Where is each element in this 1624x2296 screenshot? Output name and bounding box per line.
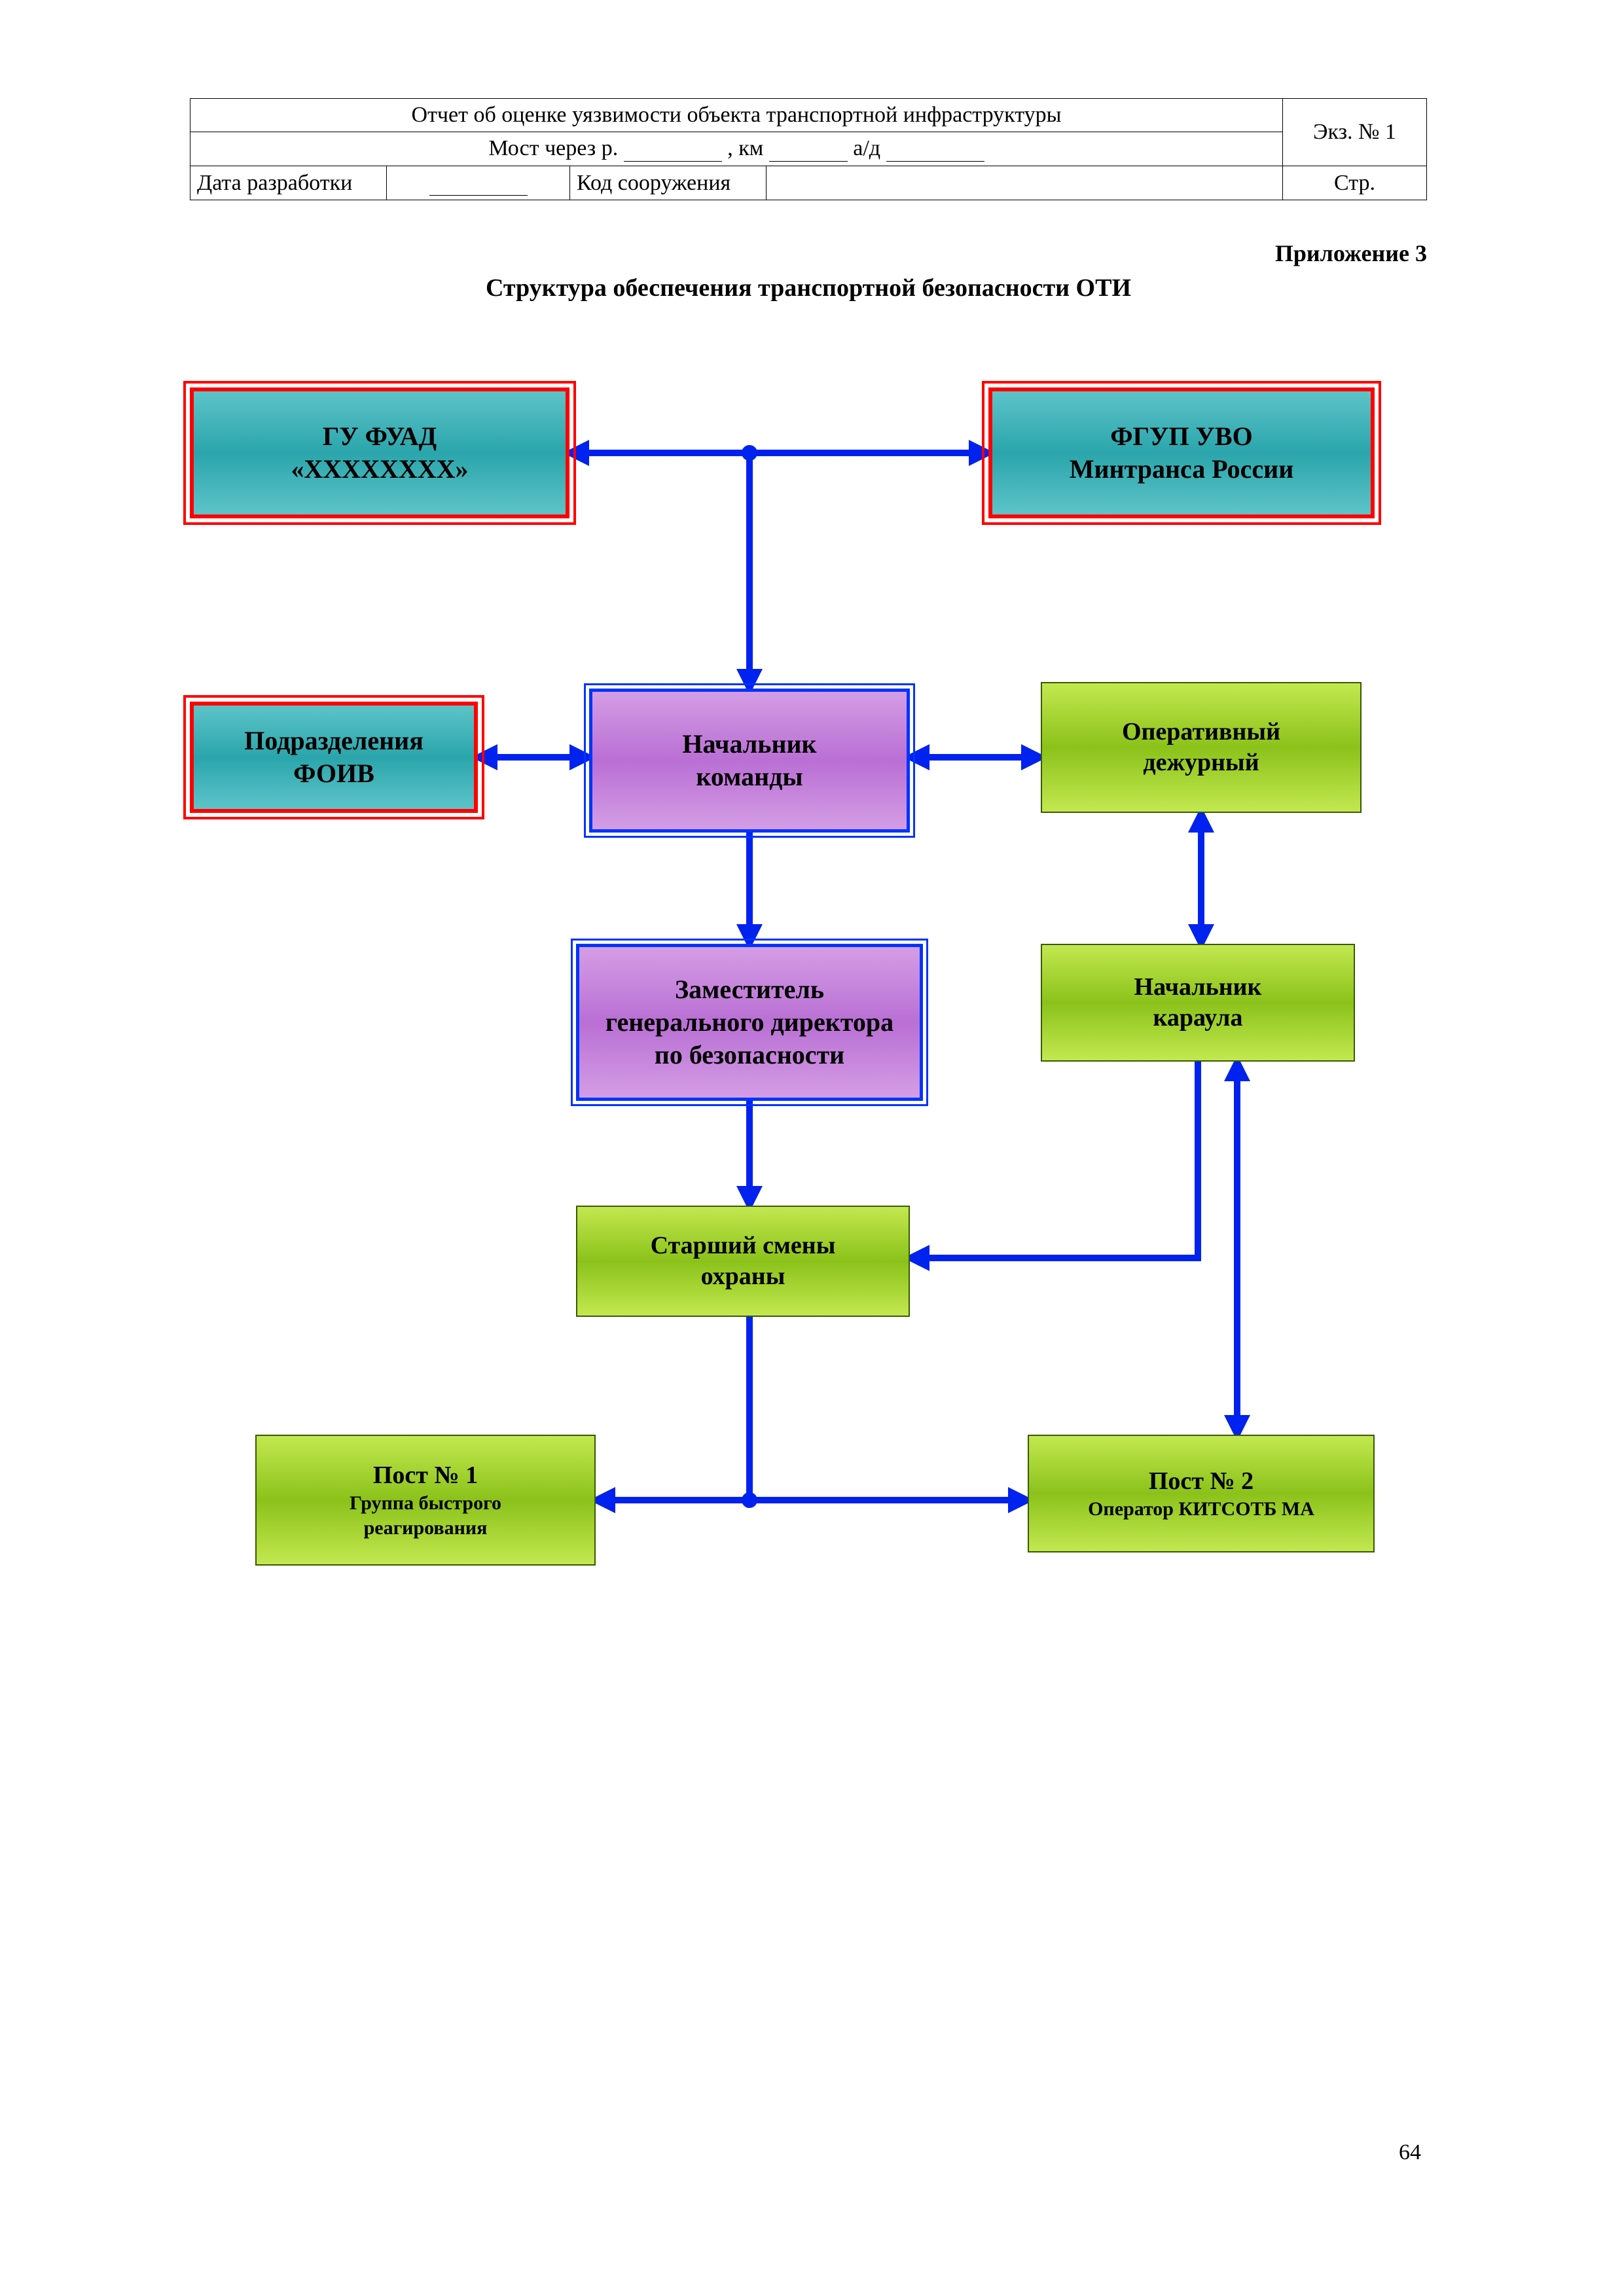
bridge-row: Мост через р. , км а/д: [190, 132, 1283, 166]
node-commander: Начальниккоманды: [589, 689, 910, 833]
node-post2: Пост № 2Оператор КИТСОТБ МА: [1028, 1435, 1375, 1552]
header-table: Отчет об оценке уязвимости объекта транс…: [190, 98, 1427, 200]
node-fgup: ФГУП УВОМинтранса России: [988, 387, 1375, 518]
page-number: 64: [1399, 2140, 1421, 2165]
node-foiv: ПодразделенияФОИВ: [190, 702, 478, 813]
code-label: Код сооружения: [570, 166, 767, 200]
date-value: [387, 166, 570, 200]
diagram-title: Структура обеспечения транспортной безоп…: [190, 274, 1427, 302]
org-diagram: ГУ ФУАД«ХХХХХХХХ» ФГУП УВОМинтранса Росси…: [190, 387, 1427, 1696]
node-gu_fuad: ГУ ФУАД«ХХХХХХХХ»: [190, 387, 569, 518]
node-senior: Старший сменыохраны: [576, 1206, 910, 1317]
node-guard_chief: Начальниккараула: [1041, 944, 1355, 1062]
node-duty: Оперативныйдежурный: [1041, 682, 1362, 813]
report-title: Отчет об оценке уязвимости объекта транс…: [190, 99, 1283, 132]
page-label: Стр.: [1283, 166, 1427, 200]
appendix-label: Приложение 3: [190, 240, 1427, 267]
date-label: Дата разработки: [190, 166, 387, 200]
node-post1: Пост № 1Группа быстрогореагирования: [255, 1435, 596, 1566]
copy-number: Экз. № 1: [1283, 99, 1427, 166]
node-deputy: Заместительгенерального директорапо безо…: [576, 944, 923, 1101]
code-value: [767, 166, 1283, 200]
